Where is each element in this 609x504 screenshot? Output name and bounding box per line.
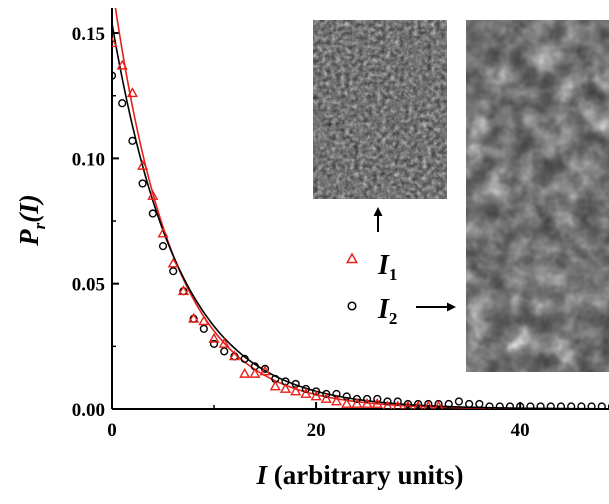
x-tick-label: 20 (307, 420, 326, 441)
data-point (239, 367, 251, 378)
data-point (454, 397, 464, 406)
legend: I1 I2 (345, 250, 397, 328)
data-point (177, 285, 189, 296)
data-point (112, 37, 118, 48)
data-point (158, 241, 168, 251)
data-point (188, 312, 200, 323)
data-point (393, 397, 402, 406)
data-point (423, 400, 434, 409)
data-point (526, 402, 535, 409)
data-point (403, 400, 413, 409)
data-point (465, 399, 474, 409)
y-tick-label: 0.00 (72, 400, 105, 421)
data-point (475, 399, 484, 409)
arrow-right-icon (416, 302, 456, 312)
data-point (546, 402, 555, 409)
data-point (198, 315, 210, 326)
data-point (413, 400, 423, 409)
arrow-up-icon (373, 207, 383, 232)
data-point (220, 347, 229, 356)
data-point (320, 392, 332, 403)
data-point (167, 257, 179, 268)
data-point (322, 389, 331, 399)
data-point (218, 337, 230, 348)
data-point (301, 384, 310, 394)
data-point (433, 400, 444, 409)
data-point (505, 402, 515, 409)
data-point (208, 332, 220, 343)
data-point (371, 397, 383, 408)
data-point (228, 350, 241, 361)
data-point (587, 402, 596, 409)
data-point (116, 59, 128, 70)
x-axis-title: I (arbitrary units) (256, 460, 464, 490)
x-axis-ticks: 0 20 40 (107, 402, 530, 441)
data-point (352, 394, 361, 404)
data-point (137, 159, 149, 170)
x-tick-label: 40 (511, 420, 530, 441)
data-point (495, 402, 504, 409)
data-point (147, 189, 159, 200)
series-i1 (112, 37, 444, 409)
y-tick-label: 0.05 (72, 275, 105, 296)
fit-curve-i2 (112, 23, 609, 409)
data-point (290, 385, 302, 396)
data-point (516, 402, 525, 409)
y-tick-label: 0.15 (72, 24, 105, 45)
data-point (249, 367, 261, 378)
data-point (311, 387, 321, 396)
data-point (118, 99, 127, 108)
speckle-image-fine (313, 20, 447, 199)
legend-marker-triangle (345, 252, 359, 264)
data-point (392, 400, 403, 409)
data-point (444, 399, 453, 409)
data-point (269, 380, 281, 391)
data-point (148, 209, 157, 218)
data-point (536, 402, 545, 409)
data-point (169, 267, 178, 276)
data-point (351, 397, 363, 408)
data-point (240, 354, 249, 363)
data-point (300, 387, 312, 398)
data-point (112, 71, 117, 80)
data-point (330, 395, 343, 406)
data-point (361, 397, 373, 408)
data-point (556, 402, 566, 409)
speckle-image-coarse (466, 20, 609, 372)
data-point (341, 397, 353, 408)
fit-curves (112, 8, 609, 409)
data-point (382, 400, 393, 409)
y-tick-label: 0.10 (72, 149, 105, 170)
data-point (373, 394, 382, 404)
data-point (128, 136, 137, 145)
data-point (209, 339, 219, 348)
data-point (279, 382, 292, 393)
x-tick-label: 0 (107, 420, 117, 441)
legend-label-i1: I1 (377, 250, 397, 284)
legend-label-i2: I2 (377, 294, 397, 328)
data-point (126, 87, 138, 98)
y-axis-title: Pr(I) (14, 194, 49, 247)
legend-marker-circle (347, 301, 357, 311)
data-point (259, 365, 271, 376)
data-point (138, 179, 147, 188)
data-point (310, 390, 322, 401)
data-point (597, 402, 606, 409)
data-point (363, 394, 372, 404)
data-point (383, 397, 392, 406)
data-point (157, 227, 169, 238)
data-point (485, 402, 494, 409)
y-axis-ticks: 0.00 0.05 0.10 0.15 (72, 24, 119, 421)
data-point (577, 402, 586, 409)
data-point (199, 324, 208, 333)
data-point (567, 402, 576, 409)
